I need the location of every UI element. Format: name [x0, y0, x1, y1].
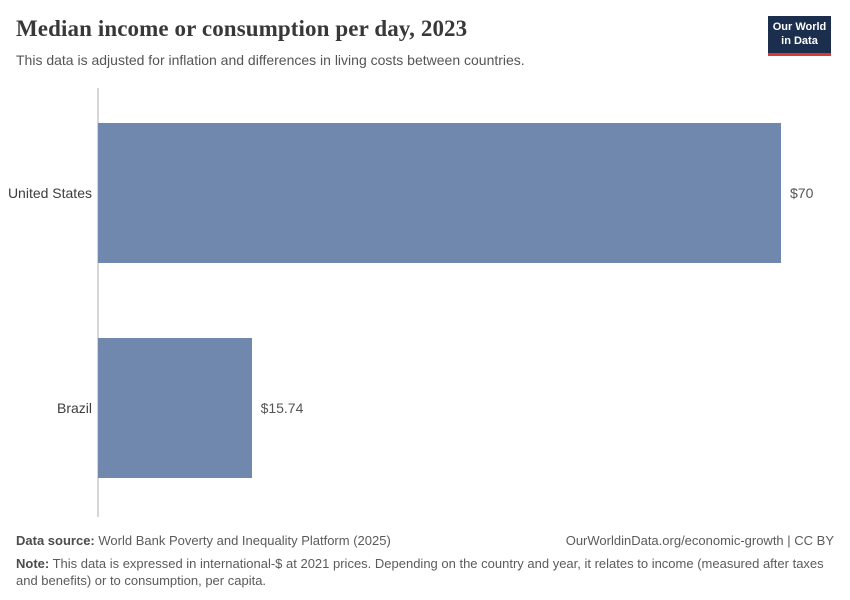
bar-brazil[interactable]: [98, 338, 252, 478]
source-line: Data source: World Bank Poverty and Ineq…: [16, 532, 834, 550]
chart-subtitle: This data is adjusted for inflation and …: [16, 52, 525, 68]
note-label: Note:: [16, 555, 50, 571]
chart-title: Median income or consumption per day, 20…: [16, 16, 468, 41]
value-label-brazil: $15.74: [260, 400, 304, 416]
value-label-united-states: $70: [790, 185, 814, 201]
y-axis-line: [97, 88, 99, 517]
category-label-united-states: United States: [7, 185, 92, 201]
data-source-text: World Bank Poverty and Inequality Platfo…: [98, 533, 391, 548]
bar-row-united-states: $70: [98, 123, 834, 263]
category-label-brazil: Brazil: [56, 400, 92, 416]
bar-row-brazil: $15.74: [98, 338, 834, 478]
owid-logo-line1: Our World: [772, 21, 827, 33]
owid-logo[interactable]: Our World in Data: [768, 16, 831, 56]
data-source-label: Data source:: [16, 533, 95, 548]
owid-logo-line2: in Data: [781, 34, 818, 47]
chart-footer: Data source: World Bank Poverty and Ineq…: [16, 532, 834, 590]
bar-united-states[interactable]: [98, 123, 781, 263]
attribution-link[interactable]: OurWorldinData.org/economic-growth | CC …: [565, 533, 834, 548]
note: Note: This data is expressed in internat…: [16, 555, 834, 590]
note-text: This data is expressed in international-…: [16, 555, 824, 589]
data-source: Data source: World Bank Poverty and Ineq…: [16, 532, 391, 550]
